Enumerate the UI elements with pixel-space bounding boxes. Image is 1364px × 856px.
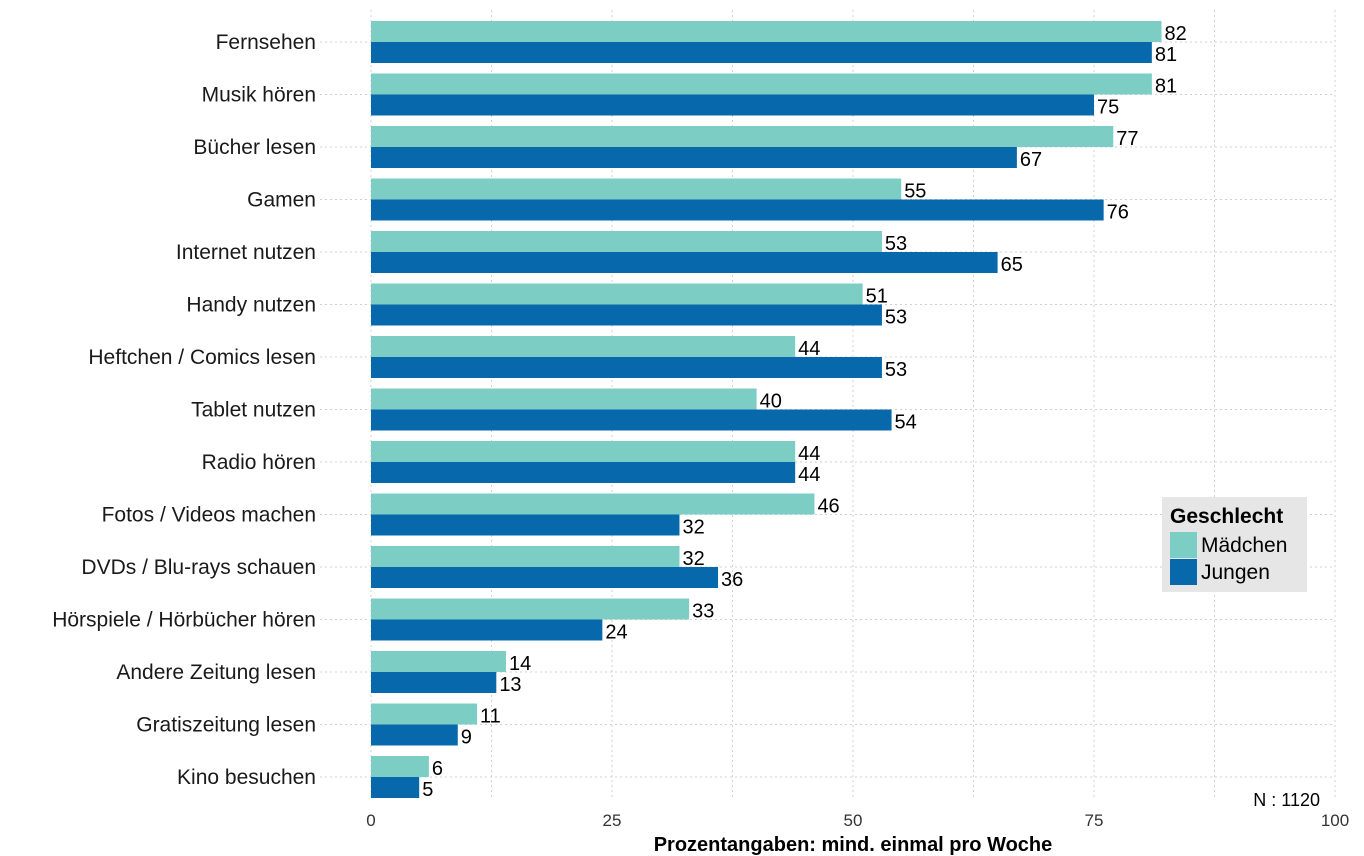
value-label-maedchen-buecher-lesen: 77 bbox=[1116, 128, 1138, 150]
bar-jungen-internet-nutzen bbox=[371, 252, 998, 273]
category-label-kino-besuchen: Kino besuchen bbox=[177, 766, 316, 789]
value-label-maedchen-radio-hoeren: 44 bbox=[798, 443, 820, 465]
x-tick-label: 100 bbox=[1321, 811, 1349, 830]
value-label-maedchen-gamen: 55 bbox=[904, 181, 926, 203]
category-label-heftchen-comics-lesen: Heftchen / Comics lesen bbox=[88, 346, 316, 369]
x-axis-title: Prozentangaben: mind. einmal pro Woche bbox=[654, 834, 1053, 856]
value-label-maedchen-andere-zeitung-lesen: 14 bbox=[509, 653, 531, 675]
bar-maedchen-internet-nutzen bbox=[371, 231, 882, 252]
legend-label-jungen: Jungen bbox=[1201, 561, 1270, 584]
bar-jungen-dvds-blu-rays-schauen bbox=[371, 567, 719, 588]
value-label-jungen-hoerspiele-hoerbuecher-hoeren: 24 bbox=[605, 622, 627, 644]
category-label-tablet-nutzen: Tablet nutzen bbox=[191, 399, 316, 422]
bar-maedchen-heftchen-comics-lesen bbox=[371, 336, 796, 357]
value-label-jungen-gratiszeitung-lesen: 9 bbox=[461, 727, 472, 749]
value-label-maedchen-handy-nutzen: 51 bbox=[866, 286, 888, 308]
category-label-dvds-blu-rays-schauen: DVDs / Blu-rays schauen bbox=[81, 556, 316, 579]
bars bbox=[371, 21, 1162, 798]
value-label-maedchen-tablet-nutzen: 40 bbox=[760, 391, 782, 413]
value-label-maedchen-fotos-videos-machen: 46 bbox=[817, 496, 839, 518]
value-label-jungen-handy-nutzen: 53 bbox=[885, 307, 907, 329]
bar-jungen-fernsehen bbox=[371, 42, 1152, 63]
value-label-jungen-gamen: 76 bbox=[1107, 202, 1129, 224]
value-label-jungen-tablet-nutzen: 54 bbox=[895, 412, 917, 434]
category-label-buecher-lesen: Bücher lesen bbox=[193, 136, 316, 159]
legend-label-maedchen: Mädchen bbox=[1201, 534, 1287, 557]
value-labels: 8281817577675576536551534453405444444632… bbox=[422, 23, 1187, 801]
category-label-fotos-videos-machen: Fotos / Videos machen bbox=[102, 504, 316, 527]
bar-jungen-musik-hoeren bbox=[371, 94, 1094, 116]
x-tick-label: 25 bbox=[603, 811, 622, 830]
value-label-jungen-fotos-videos-machen: 32 bbox=[682, 517, 704, 539]
bar-maedchen-fotos-videos-machen bbox=[371, 493, 815, 515]
value-label-maedchen-dvds-blu-rays-schauen: 32 bbox=[682, 548, 704, 570]
x-tick-label: 75 bbox=[1085, 811, 1104, 830]
value-label-maedchen-internet-nutzen: 53 bbox=[885, 233, 907, 255]
bar-jungen-handy-nutzen bbox=[371, 304, 882, 326]
value-label-jungen-andere-zeitung-lesen: 13 bbox=[499, 674, 521, 696]
bar-maedchen-gamen bbox=[371, 178, 902, 200]
bar-maedchen-dvds-blu-rays-schauen bbox=[371, 546, 680, 567]
legend-title: Geschlecht bbox=[1170, 505, 1283, 528]
category-label-andere-zeitung-lesen: Andere Zeitung lesen bbox=[116, 661, 316, 684]
category-label-musik-hoeren: Musik hören bbox=[202, 84, 316, 107]
category-label-radio-hoeren: Radio hören bbox=[202, 451, 316, 474]
value-label-maedchen-heftchen-comics-lesen: 44 bbox=[798, 338, 820, 360]
bar-maedchen-hoerspiele-hoerbuecher-hoeren bbox=[371, 598, 690, 620]
category-label-internet-nutzen: Internet nutzen bbox=[176, 241, 316, 264]
bar-jungen-hoerspiele-hoerbuecher-hoeren bbox=[371, 619, 603, 641]
category-label-fernsehen: Fernsehen bbox=[216, 31, 316, 54]
x-tick-label: 0 bbox=[366, 811, 375, 830]
x-tick-label: 50 bbox=[844, 811, 863, 830]
bar-maedchen-kino-besuchen bbox=[371, 756, 429, 777]
bar-jungen-andere-zeitung-lesen bbox=[371, 672, 497, 693]
bar-jungen-buecher-lesen bbox=[371, 147, 1017, 168]
value-label-maedchen-musik-hoeren: 81 bbox=[1155, 76, 1177, 98]
value-label-jungen-fernsehen: 81 bbox=[1155, 44, 1177, 66]
category-label-gratiszeitung-lesen: Gratiszeitung lesen bbox=[136, 714, 316, 737]
value-label-maedchen-kino-besuchen: 6 bbox=[432, 758, 443, 780]
bar-maedchen-buecher-lesen bbox=[371, 126, 1114, 147]
bar-jungen-gamen bbox=[371, 199, 1104, 221]
value-label-jungen-internet-nutzen: 65 bbox=[1001, 254, 1023, 276]
legend-swatch-jungen bbox=[1170, 559, 1197, 585]
bar-maedchen-andere-zeitung-lesen bbox=[371, 651, 506, 672]
bar-jungen-gratiszeitung-lesen bbox=[371, 724, 458, 746]
value-label-jungen-heftchen-comics-lesen: 53 bbox=[885, 359, 907, 381]
bar-jungen-radio-hoeren bbox=[371, 462, 796, 483]
value-label-maedchen-gratiszeitung-lesen: 11 bbox=[480, 706, 501, 728]
bar-maedchen-radio-hoeren bbox=[371, 441, 796, 462]
value-label-jungen-dvds-blu-rays-schauen: 36 bbox=[721, 569, 743, 591]
category-labels: Fernsehen Musik hören Bücher lesen Gamen Int… bbox=[52, 31, 316, 789]
value-label-jungen-kino-besuchen: 5 bbox=[422, 779, 433, 801]
bar-maedchen-handy-nutzen bbox=[371, 283, 863, 305]
bar-jungen-kino-besuchen bbox=[371, 777, 420, 798]
value-label-jungen-radio-hoeren: 44 bbox=[798, 464, 820, 486]
category-label-handy-nutzen: Handy nutzen bbox=[186, 294, 316, 317]
bar-maedchen-musik-hoeren bbox=[371, 73, 1152, 95]
sample-size-note: N : 1120 bbox=[1253, 790, 1320, 810]
bar-jungen-tablet-nutzen bbox=[371, 409, 892, 431]
value-label-maedchen-fernsehen: 82 bbox=[1164, 23, 1186, 45]
bar-jungen-fotos-videos-machen bbox=[371, 514, 680, 536]
category-label-gamen: Gamen bbox=[247, 189, 316, 212]
legend-swatch-maedchen bbox=[1170, 532, 1197, 558]
value-label-maedchen-hoerspiele-hoerbuecher-hoeren: 33 bbox=[692, 601, 714, 623]
grid bbox=[320, 10, 1336, 800]
x-axis-ticks: 0 25 50 75 100 bbox=[366, 811, 1349, 830]
value-label-jungen-buecher-lesen: 67 bbox=[1020, 149, 1042, 171]
bar-maedchen-tablet-nutzen bbox=[371, 388, 757, 410]
category-label-hoerspiele-hoerbuecher-hoeren: Hörspiele / Hörbücher hören bbox=[52, 609, 316, 632]
bar-maedchen-fernsehen bbox=[371, 21, 1162, 42]
bar-maedchen-gratiszeitung-lesen bbox=[371, 703, 478, 725]
value-label-jungen-musik-hoeren: 75 bbox=[1097, 97, 1119, 119]
bar-jungen-heftchen-comics-lesen bbox=[371, 357, 882, 378]
legend: Geschlecht Mädchen Jungen bbox=[1162, 497, 1307, 592]
